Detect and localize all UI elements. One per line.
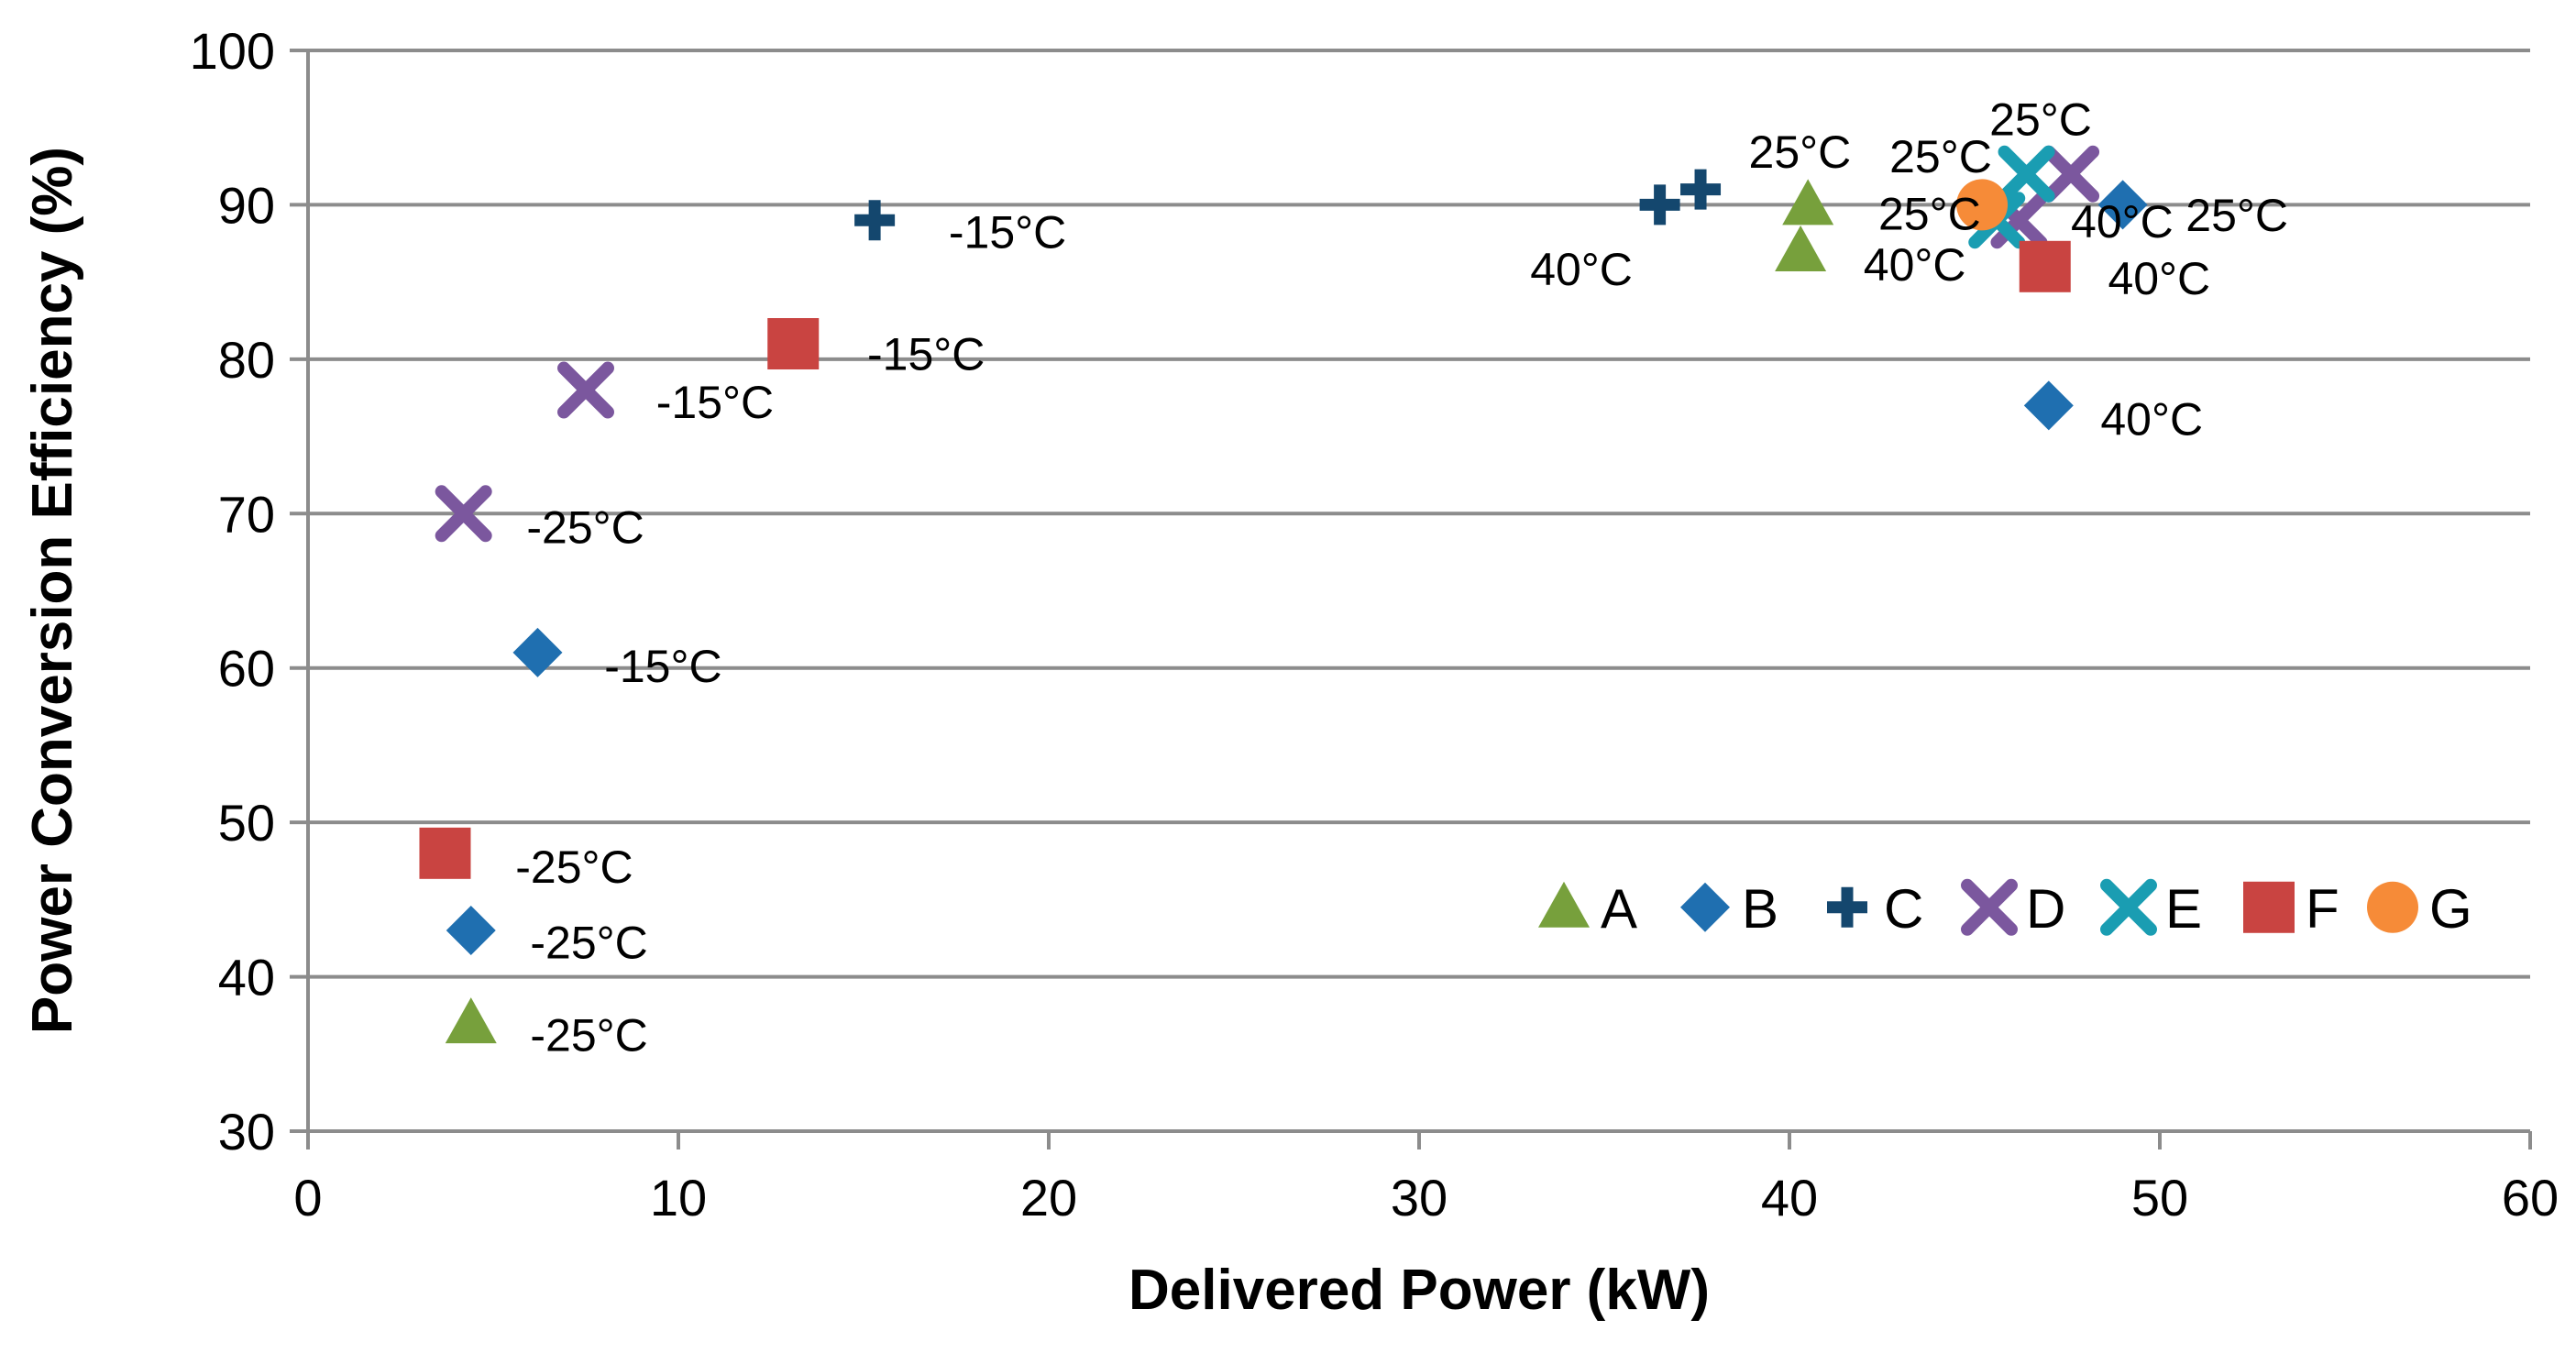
x-tick-label: 10: [650, 1169, 707, 1226]
legend-marker-c: [1827, 886, 1867, 928]
point-f: [2019, 240, 2071, 292]
legend-marker-d: [1961, 878, 2018, 936]
legend-label-f: F: [2306, 878, 2339, 940]
point-label: -25°C: [515, 842, 633, 893]
point-label: -25°C: [526, 501, 644, 553]
legend-label-g: G: [2429, 878, 2472, 940]
point-f: [419, 827, 471, 879]
legend-label-e: E: [2165, 878, 2202, 940]
x-tick-label: 40: [1761, 1169, 1818, 1226]
legend-marker-e: [2100, 878, 2157, 936]
x-tick-label: 0: [293, 1169, 322, 1226]
x-tick-label: 60: [2502, 1169, 2559, 1226]
point-g: [1956, 179, 2009, 231]
legend-marker-a: [1538, 881, 1590, 928]
point-label: 40°C: [2100, 393, 2203, 445]
point-d: [435, 485, 492, 543]
point-d: [2042, 145, 2100, 203]
y-tick-label: 90: [218, 176, 275, 234]
legend-label-a: A: [1601, 878, 1637, 940]
y-tick-label: 40: [218, 949, 275, 1006]
y-tick-label: 60: [218, 640, 275, 698]
y-axis-title: Power Conversion Efficiency (%): [21, 147, 84, 1034]
point-label: -15°C: [604, 641, 721, 692]
point-label: -15°C: [656, 377, 774, 428]
point-label: 25°C: [1889, 131, 1992, 182]
y-tick-label: 80: [218, 331, 275, 389]
x-tick-label: 30: [1391, 1169, 1448, 1226]
legend-label-d: D: [2026, 878, 2065, 940]
point-label: 25°C: [2185, 190, 2288, 241]
point-label: 40°C: [1864, 239, 1966, 291]
point-label: 25°C: [1749, 126, 1852, 178]
point-label: 40°C: [2071, 196, 2174, 248]
x-tick-label: 50: [2131, 1169, 2188, 1226]
y-tick-label: 30: [218, 1103, 275, 1160]
point-b: [2097, 180, 2148, 230]
data-points: [419, 145, 2148, 1044]
point-label: 25°C: [1989, 94, 2092, 146]
y-tick-label: 100: [190, 22, 275, 80]
point-label: 40°C: [2108, 253, 2210, 304]
y-tick-label: 70: [218, 485, 275, 543]
x-tick-labels: 0 10 20 30 40 50 60: [293, 1131, 2559, 1226]
point-c: [1680, 169, 1722, 210]
point-b: [446, 906, 496, 956]
legend-marker-g: [2367, 881, 2418, 933]
point-label: -15°C: [867, 329, 985, 380]
point-f: [767, 318, 820, 370]
y-tick-label: 50: [218, 794, 275, 852]
point-label: 25°C: [1878, 188, 1981, 239]
x-tick-label: 20: [1020, 1169, 1077, 1226]
x-axis-title: Delivered Power (kW): [1128, 1259, 1710, 1322]
point-a: [1775, 225, 1827, 271]
legend: A B C D E F G: [1538, 878, 2472, 940]
y-tick-labels: 30 40 50 60 70 80 90 100: [190, 22, 308, 1160]
legend-label-c: C: [1884, 878, 1923, 940]
point-annotations: -25°C -25°C -25°C -15°C -25°C -15°C -15°C -15°C…: [515, 94, 2288, 1062]
point-label: -15°C: [949, 207, 1066, 258]
point-label: -25°C: [530, 1009, 647, 1061]
legend-marker-f: [2243, 881, 2295, 933]
gridlines: [308, 49, 2530, 979]
point-label: 40°C: [1530, 244, 1633, 295]
point-d: [557, 361, 614, 419]
point-e: [1998, 145, 2055, 203]
point-c: [854, 200, 896, 241]
point-a: [445, 997, 497, 1044]
point-c: [1639, 184, 1680, 226]
legend-label-b: B: [1742, 878, 1778, 940]
point-b: [512, 627, 563, 677]
point-b: [2023, 380, 2074, 431]
legend-marker-b: [1680, 882, 1730, 932]
point-a: [1782, 179, 1834, 226]
point-label: -25°C: [530, 917, 647, 968]
